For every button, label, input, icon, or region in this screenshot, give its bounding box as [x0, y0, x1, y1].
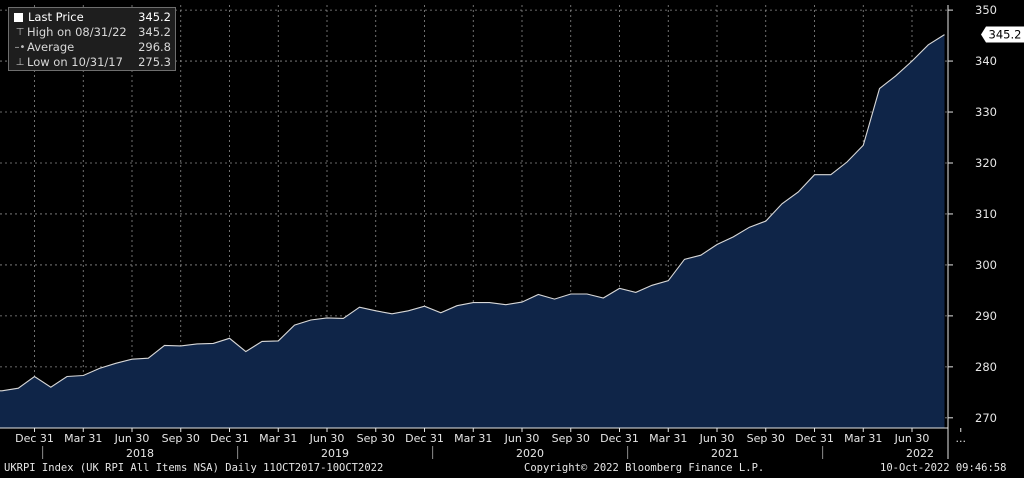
- last-price-tag: [981, 26, 1024, 43]
- x-tick-label: Mar 31: [64, 432, 102, 445]
- x-tick-label: Mar 31: [844, 432, 882, 445]
- last-price-swatch: [14, 13, 23, 22]
- price-area-fill: [0, 34, 945, 428]
- year-label: 2021: [711, 447, 739, 460]
- year-label: 2020: [516, 447, 544, 460]
- chart-legend: Last Price 345.2 ⊤ High on 08/31/22 345.…: [8, 7, 176, 71]
- year-label: 2018: [126, 447, 154, 460]
- x-tick-label: Jun 30: [894, 432, 930, 445]
- footer-timestamp: 10-Oct-2022 09:46:58: [880, 462, 1007, 474]
- y-axis: 270 280 290 300 310 320 330 340 350 345.2: [948, 3, 1024, 425]
- y-tick-label: 350: [975, 3, 997, 17]
- legend-last-price: Last Price 345.2: [13, 10, 171, 25]
- high-marker-icon: ⊤: [15, 27, 25, 38]
- x-tick-label: Mar 31: [649, 432, 687, 445]
- legend-high: ⊤ High on 08/31/22 345.2: [13, 25, 171, 40]
- year-label: 2019: [321, 447, 349, 460]
- plot-frame: [0, 5, 949, 459]
- legend-average: –• Average 296.8: [13, 40, 171, 55]
- x-tick-label: Dec 31: [795, 432, 834, 445]
- y-tick-label: 330: [975, 105, 997, 119]
- legend-average-value: 296.8: [138, 40, 171, 54]
- x-tick-label: Dec 31: [600, 432, 639, 445]
- x-tick-label: Sep 30: [747, 432, 785, 445]
- year-label: 2022: [906, 447, 934, 460]
- x-tick-label: Dec 31: [15, 432, 54, 445]
- price-line: [0, 34, 945, 392]
- x-tick-label: Sep 30: [162, 432, 200, 445]
- last-price-tag-label: 345.2: [989, 28, 1022, 42]
- legend-low-label: Low on 10/31/17: [27, 55, 123, 69]
- legend-high-label: High on 08/31/22: [27, 25, 127, 39]
- x-tick-label: Sep 30: [552, 432, 590, 445]
- y-tick-label: 280: [975, 360, 997, 374]
- y-tick-label: 340: [975, 54, 997, 68]
- ukrpi-area-chart: 270 280 290 300 310 320 330 340 350 345.2 Dec 31 M…: [0, 3, 1024, 460]
- low-marker-icon: ⊥: [15, 57, 25, 68]
- y-tick-label: 300: [975, 258, 997, 272]
- x-tick-label: Sep 30: [357, 432, 395, 445]
- y-tick-label: 290: [975, 309, 997, 323]
- legend-last-price-value: 345.2: [138, 10, 171, 24]
- x-tick-label: Mar 31: [454, 432, 492, 445]
- y-tick-label: 320: [975, 156, 997, 170]
- y-tick-label: 310: [975, 207, 997, 221]
- x-tick-label: Jun 30: [309, 432, 345, 445]
- x-tick-label: Mar 31: [259, 432, 297, 445]
- x-tick-label: Jun 30: [504, 432, 540, 445]
- average-marker-icon: –•: [14, 42, 26, 53]
- x-tick-label: ...: [956, 432, 967, 445]
- x-tick-label: Dec 31: [405, 432, 444, 445]
- price-area: [0, 34, 945, 428]
- chart-footer: UKRPI Index (UK RPI All Items NSA) Daily…: [0, 460, 1024, 478]
- footer-copyright: Copyright© 2022 Bloomberg Finance L.P.: [524, 462, 765, 474]
- x-tick-label: Jun 30: [114, 432, 150, 445]
- legend-average-label: Average: [27, 40, 75, 54]
- legend-last-price-label: Last Price: [28, 10, 84, 24]
- footer-security-info: UKRPI Index (UK RPI All Items NSA) Daily…: [4, 462, 384, 474]
- x-tick-label: Jun 30: [699, 432, 735, 445]
- legend-high-value: 345.2: [138, 25, 171, 39]
- x-tick-label: Dec 31: [210, 432, 249, 445]
- x-axis: Dec 31 Mar 31 Jun 30 Sep 30 Dec 31 Mar 31 Jun …: [15, 428, 966, 460]
- y-tick-label: 270: [975, 411, 997, 425]
- legend-low-value: 275.3: [138, 55, 171, 69]
- legend-low: ⊥ Low on 10/31/17 275.3: [13, 55, 171, 70]
